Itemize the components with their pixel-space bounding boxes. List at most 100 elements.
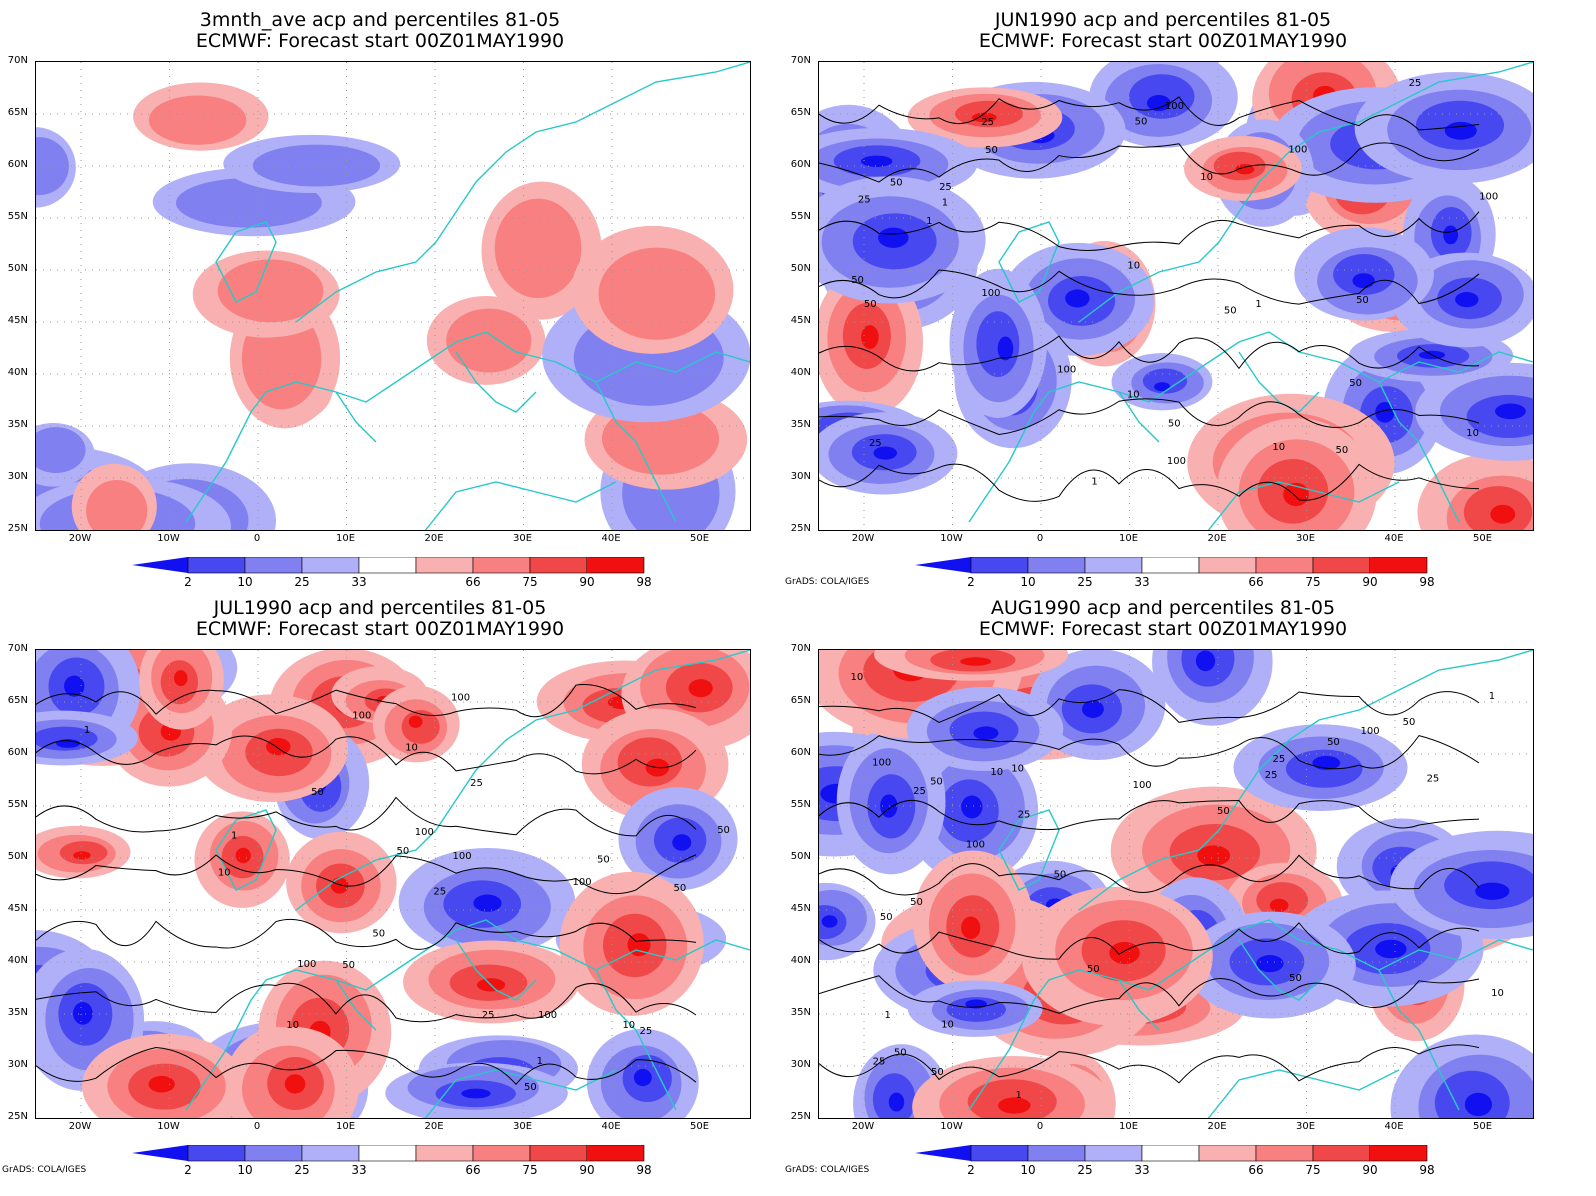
colorbar-label: 90 — [579, 575, 595, 589]
colorbar — [132, 1145, 645, 1162]
contour-label: 25 — [1265, 770, 1278, 781]
contour-label: 100 — [297, 959, 316, 970]
map-plot: 50 100 50 50 50 100 100 50 100 25 50 10 25 10 1 10 50 25 1… — [818, 649, 1534, 1119]
contour-label: 100 — [1057, 365, 1076, 376]
colorbar-segment — [472, 557, 531, 574]
contour-label: 100 — [1288, 144, 1307, 155]
contour-label: 25 — [1273, 754, 1286, 765]
contour-label: 50 — [1087, 964, 1100, 975]
contour-label: 25 — [1018, 810, 1031, 821]
map-panel-2: JUN1990 acp and percentiles 81-05 ECMWF: … — [783, 0, 1573, 589]
contour-label: 50 — [342, 960, 355, 971]
above-normal-shading — [148, 95, 247, 145]
lat-label: 65N — [7, 695, 28, 706]
above-normal-shading — [408, 715, 423, 728]
above-normal-shading — [235, 847, 251, 864]
contour-label: 10 — [1200, 172, 1213, 183]
below-normal-shading — [1154, 382, 1171, 392]
contour-label: 100 — [1167, 456, 1186, 467]
lon-label: 20E — [424, 533, 444, 544]
lon-label: 10E — [1118, 533, 1139, 544]
contour-label: 100 — [981, 288, 1000, 299]
lat-label: 30N — [790, 471, 811, 482]
panel-title-line2: ECMWF: Forecast start 00Z01MAY1990 — [978, 30, 1348, 52]
map-plot: 100 50 50 50 100 50 50 100 100 50 10 50 25 25 10 1 10 1 10… — [818, 61, 1534, 531]
contour-label: 10 — [990, 767, 1003, 778]
below-normal-shading — [821, 915, 838, 928]
lat-label: 25N — [7, 523, 28, 534]
lon-label: 50E — [689, 533, 710, 544]
colorbar-label: 25 — [294, 575, 310, 589]
colorbar-segment — [472, 1145, 531, 1162]
colorbar-segment — [970, 1145, 1029, 1162]
contour-label: 100 — [1165, 101, 1184, 112]
lat-label: 45N — [7, 315, 28, 326]
above-normal-shading — [1197, 845, 1231, 866]
colorbar-label: 33 — [1134, 1163, 1150, 1177]
colorbar-label: 90 — [579, 1163, 595, 1177]
colorbar-label: 33 — [1134, 575, 1150, 589]
contour-line — [36, 1047, 697, 1086]
lon-label: 30E — [512, 533, 533, 544]
panel-title-line2: ECMWF: Forecast start 00Z01MAY1990 — [195, 618, 565, 640]
colorbar-label: 2 — [967, 575, 975, 589]
colorbar-max-arrow — [1370, 1145, 1427, 1161]
coastline — [185, 62, 750, 530]
contour-line — [36, 982, 697, 1023]
coastline — [185, 650, 750, 1118]
colorbar-label: 66 — [465, 575, 481, 589]
colorbar-segment — [1198, 1145, 1257, 1162]
contour-label: 50 — [1224, 305, 1237, 316]
contour-line — [819, 689, 1480, 724]
below-normal-shading — [1256, 955, 1284, 973]
map-panel-1: 3mnth_ave acp and percentiles 81-05 ECMWF… — [0, 0, 790, 589]
colorbar-label: 90 — [1362, 1163, 1378, 1177]
contour-label: 1 — [1016, 1090, 1022, 1101]
below-normal-shading — [64, 675, 85, 697]
below-normal-shading — [1443, 225, 1459, 245]
colorbar-label: 2 — [184, 575, 192, 589]
contour-label: 50 — [1335, 445, 1348, 456]
contour-label: 50 — [1356, 295, 1369, 306]
below-normal-shading — [36, 427, 86, 473]
lat-label: 30N — [7, 471, 28, 482]
contour-label: 10 — [941, 1020, 954, 1031]
colorbar-label: 25 — [1077, 1163, 1093, 1177]
above-normal-shading — [173, 670, 188, 687]
below-normal-shading — [1142, 368, 1188, 394]
contour-label: 100 — [966, 839, 985, 850]
colorbar-label: 25 — [1077, 575, 1093, 589]
lat-label: 65N — [7, 107, 28, 118]
colorbar-segment — [1084, 1145, 1143, 1162]
colorbar-segment — [1027, 1145, 1086, 1162]
colorbar-label: 25 — [294, 1163, 310, 1177]
contour-label: 100 — [453, 851, 472, 862]
lat-label: 35N — [7, 419, 28, 430]
lon-label: 40E — [1384, 533, 1404, 544]
contour-line — [36, 918, 697, 950]
contour-label: 50 — [674, 883, 687, 894]
contour-label: 50 — [985, 145, 998, 156]
above-normal-shading — [1109, 941, 1140, 965]
below-normal-shading — [473, 894, 502, 912]
contour-label: 10 — [405, 742, 418, 753]
colorbar-label: 10 — [1020, 575, 1036, 589]
panel-title: 3mnth_ave acp and percentiles 81-05 ECMWF… — [0, 10, 760, 52]
lon-label: 0 — [1036, 533, 1044, 544]
lon-label: 20W — [68, 533, 92, 544]
contour-label: 25 — [639, 1026, 652, 1037]
colorbar-label: 75 — [522, 1163, 538, 1177]
colorbar-label: 10 — [237, 1163, 253, 1177]
contour-label: 100 — [352, 710, 371, 721]
colorbar-segment — [1084, 557, 1143, 574]
contour-label: 50 — [851, 275, 864, 286]
contour-label: 25 — [873, 1056, 886, 1067]
contour-label: 50 — [396, 846, 409, 857]
colorbar-segment — [415, 1145, 474, 1162]
contour-label: 1 — [1489, 691, 1495, 702]
panel-title-line1: 3mnth_ave acp and percentiles 81-05 — [199, 9, 561, 31]
lat-label: 40N — [7, 955, 28, 966]
above-normal-shading — [688, 679, 713, 698]
below-normal-shading — [1375, 401, 1395, 423]
above-normal-shading — [598, 247, 716, 340]
